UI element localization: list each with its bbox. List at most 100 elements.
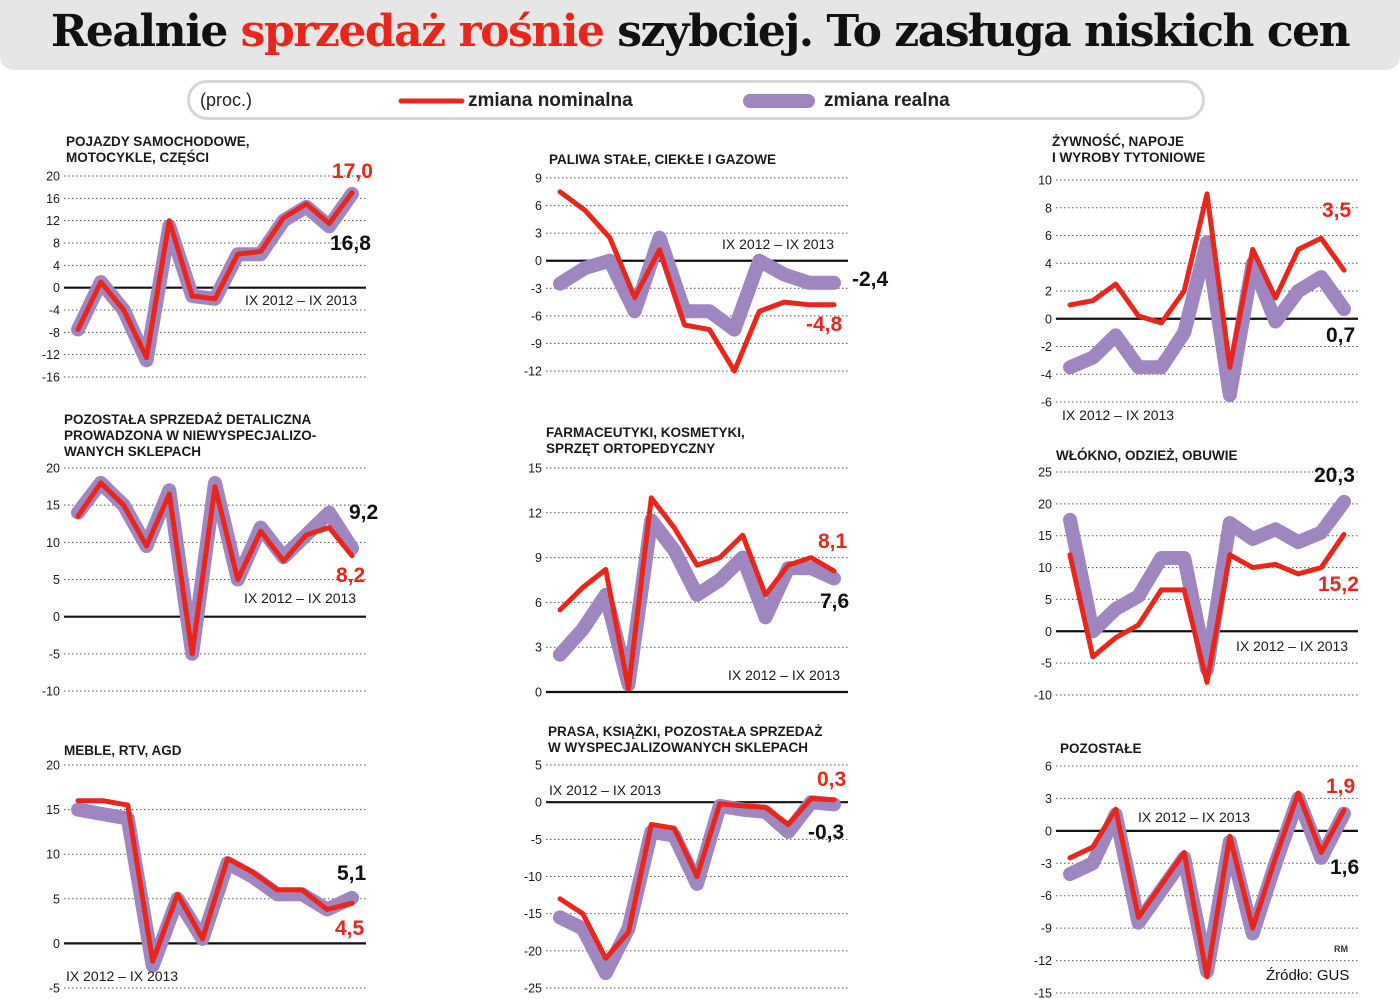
- chart-title-line: MEBLE, RTV, AGD: [64, 743, 182, 758]
- y-tick-label: 8: [1045, 201, 1052, 215]
- chart-panel-9: POZOSTAŁE 6 3 0 -3 -6 -9 -12 -15 IX 2012 – IX 201…: [1034, 741, 1359, 999]
- y-tick-label: 8: [53, 237, 60, 251]
- y-tick-label: -4: [49, 304, 60, 318]
- y-tick-label: 9: [535, 551, 542, 565]
- y-tick-label: 0: [535, 254, 542, 268]
- y-tick-label: 12: [46, 214, 60, 228]
- series-nominal-line: [557, 495, 837, 692]
- nominal-end-label: 8,2: [336, 564, 365, 587]
- period-label: IX 2012 – IX 2013: [1138, 809, 1250, 825]
- y-tick-label: -15: [524, 907, 542, 921]
- source-note: Źródło: GUS: [1266, 967, 1350, 984]
- period-label: IX 2012 – IX 2013: [549, 782, 661, 798]
- page-title: Realnie sprzedaż rośnie szybciej. To zas…: [0, 6, 1400, 57]
- y-tick-label: 12: [528, 506, 542, 520]
- y-tick-label: -8: [49, 326, 60, 340]
- y-tick-label: -3: [531, 282, 542, 296]
- series-real-line: [1063, 235, 1351, 403]
- y-tick-label: 4: [53, 259, 60, 273]
- chart-title-line: WANYCH SKLEPACH: [64, 444, 201, 459]
- period-label: IX 2012 – IX 2013: [66, 968, 178, 984]
- y-tick-label: 0: [53, 937, 60, 951]
- nominal-end-label: 0,3: [817, 768, 846, 791]
- y-tick-label: -20: [524, 944, 542, 958]
- y-tick-label: 5: [53, 573, 60, 587]
- series-nominal-line: [1067, 531, 1347, 685]
- y-tick-label: 15: [46, 499, 60, 513]
- y-tick-label: 3: [1045, 792, 1052, 806]
- chart-title-line: PROWADZONA W NIEWYSPECJALIZO-: [64, 428, 316, 443]
- title-part-3: szybciej. To zasługa niskich cen: [603, 6, 1350, 57]
- y-tick-label: 15: [1038, 529, 1052, 543]
- nominal-end-label: 17,0: [332, 160, 373, 183]
- y-tick-label: 6: [535, 596, 542, 610]
- series-nominal-line: [75, 190, 355, 360]
- period-label: IX 2012 – IX 2013: [1062, 407, 1174, 423]
- y-tick-label: -5: [1041, 657, 1052, 671]
- y-tick-label: -4: [1041, 368, 1052, 382]
- series-nominal-line: [557, 189, 837, 374]
- real-end-label: 5,1: [337, 862, 367, 885]
- series-real-line: [71, 475, 359, 661]
- y-tick-label: -12: [524, 365, 542, 379]
- period-label: IX 2012 – IX 2013: [728, 667, 840, 683]
- chart-title-line: MOTOCYKLE, CZĘŚCI: [66, 150, 209, 165]
- y-tick-label: 3: [535, 641, 542, 655]
- chart-panel-4: POZOSTAŁA SPRZEDAŻ DETALICZNAPROWADZONA …: [42, 412, 378, 699]
- chart-panel-1: POJAZDY SAMOCHODOWE,MOTOCYKLE, CZĘŚCI 20 1…: [42, 134, 373, 385]
- chart-title-line: WŁÓKNO, ODZIEŻ, OBUWIE: [1056, 448, 1238, 463]
- y-tick-label: 5: [53, 892, 60, 906]
- y-tick-label: 15: [46, 803, 60, 817]
- y-tick-label: 0: [53, 281, 60, 295]
- y-tick-label: 6: [1045, 229, 1052, 243]
- series-nominal-line: [1067, 191, 1347, 370]
- chart-panel-7: MEBLE, RTV, AGD 20 15 10 5 0 -5 IX 2012 – IX 20…: [46, 743, 366, 996]
- series-real-line: [553, 795, 841, 981]
- y-tick-label: -3: [1041, 857, 1052, 871]
- period-label: IX 2012 – IX 2013: [245, 292, 357, 308]
- y-tick-label: 5: [1045, 593, 1052, 607]
- period-label: IX 2012 – IX 2013: [722, 236, 834, 252]
- nominal-end-label: 1,9: [1326, 775, 1355, 798]
- y-tick-label: -6: [1041, 396, 1052, 410]
- chart-panel-2: PALIWA STAŁE, CIEKŁE I GAZOWE 9 6 3 0 -3 -6 -9 -…: [524, 152, 889, 379]
- y-tick-label: 20: [46, 462, 60, 476]
- y-tick-label: -9: [1041, 922, 1052, 936]
- y-tick-label: -16: [42, 371, 60, 385]
- y-tick-label: -12: [1034, 954, 1052, 968]
- y-tick-label: -6: [531, 309, 542, 323]
- chart-panel-5: FARMACEUTYKI, KOSMETYKI,SPRZĘT ORTOPEDYC…: [528, 425, 849, 700]
- period-label: IX 2012 – IX 2013: [1236, 638, 1348, 654]
- y-tick-label: -10: [42, 685, 60, 699]
- y-tick-label: 0: [535, 686, 542, 700]
- nominal-end-label: 8,1: [818, 530, 848, 553]
- y-tick-label: 0: [535, 796, 542, 810]
- y-tick-label: 10: [46, 536, 60, 550]
- author-credit: RM: [1334, 944, 1348, 954]
- title-bar: [0, 0, 1400, 70]
- chart-title-line: PRASA, KSIĄŻKI, POZOSTAŁA SPRZEDAŻ: [548, 724, 823, 739]
- y-tick-label: -9: [531, 337, 542, 351]
- series-nominal-line: [557, 796, 837, 961]
- chart-title-line: POZOSTAŁA SPRZEDAŻ DETALICZNA: [64, 412, 311, 427]
- chart-title-line: ŻYWNOŚĆ, NAPOJE: [1052, 134, 1184, 149]
- chart-title-line: PALIWA STAŁE, CIEKŁE I GAZOWE: [549, 152, 776, 167]
- y-tick-label: -12: [42, 348, 60, 362]
- y-tick-label: 20: [46, 170, 60, 184]
- real-end-label: 0,7: [1326, 324, 1355, 347]
- series-nominal-line: [1067, 790, 1347, 980]
- chart-title-line: W WYSPECJALIZOWANYCH SKLEPACH: [548, 740, 808, 755]
- period-label: IX 2012 – IX 2013: [244, 590, 356, 606]
- series-real-line: [553, 230, 841, 337]
- chart-title-line: POZOSTAŁE: [1060, 741, 1142, 756]
- chart-title-line: FARMACEUTYKI, KOSMETYKI,: [546, 425, 745, 440]
- chart-title-line: SPRZĘT ORTOPEDYCZNY: [546, 441, 715, 456]
- title-part-1: Realnie: [50, 6, 241, 57]
- nominal-end-label: 15,2: [1318, 573, 1359, 596]
- nominal-end-label: 4,5: [335, 917, 365, 940]
- chart-panel-6: WŁÓKNO, ODZIEŻ, OBUWIE 25 20 15 10 5 0 -5 -10 IX …: [1034, 448, 1359, 703]
- y-tick-label: 0: [1045, 625, 1052, 639]
- nominal-end-label: 3,5: [1322, 199, 1352, 222]
